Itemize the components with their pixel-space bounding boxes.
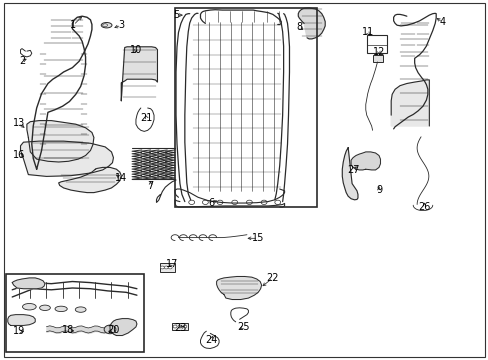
- Ellipse shape: [75, 307, 86, 312]
- Ellipse shape: [101, 22, 112, 28]
- Bar: [160, 263, 175, 272]
- Polygon shape: [121, 47, 157, 101]
- Text: 11: 11: [361, 27, 373, 37]
- Circle shape: [173, 325, 177, 328]
- Text: 23: 23: [174, 323, 187, 333]
- Circle shape: [183, 325, 186, 328]
- Bar: [172, 323, 187, 330]
- Text: 13: 13: [12, 118, 25, 128]
- Circle shape: [168, 266, 172, 269]
- Polygon shape: [59, 167, 121, 193]
- Bar: [175, 8, 316, 207]
- Circle shape: [160, 266, 164, 269]
- Text: 3: 3: [118, 20, 124, 30]
- Text: 8: 8: [296, 22, 302, 32]
- Text: 15: 15: [251, 233, 264, 243]
- Text: 20: 20: [107, 325, 120, 336]
- Text: 19: 19: [12, 326, 25, 336]
- Polygon shape: [342, 148, 357, 200]
- Text: 7: 7: [147, 181, 153, 191]
- Text: 14: 14: [115, 173, 127, 183]
- Text: 1: 1: [70, 20, 76, 30]
- Text: 6: 6: [208, 198, 214, 208]
- Text: 10: 10: [129, 45, 142, 55]
- Text: 16: 16: [12, 150, 25, 160]
- Text: 21: 21: [140, 113, 153, 123]
- Circle shape: [178, 325, 182, 328]
- Text: 9: 9: [375, 185, 381, 195]
- Polygon shape: [110, 319, 137, 336]
- Text: 17: 17: [165, 258, 178, 269]
- Polygon shape: [298, 8, 325, 39]
- Text: 25: 25: [237, 322, 249, 332]
- Text: 27: 27: [346, 165, 359, 175]
- Polygon shape: [20, 141, 113, 176]
- Polygon shape: [216, 276, 261, 300]
- Text: 26: 26: [417, 202, 430, 212]
- Circle shape: [104, 325, 116, 334]
- Bar: [366, 35, 386, 53]
- Circle shape: [164, 266, 168, 269]
- Bar: [372, 55, 383, 62]
- Text: 2: 2: [19, 56, 25, 66]
- Polygon shape: [390, 80, 428, 126]
- Text: 22: 22: [266, 273, 279, 283]
- Text: 12: 12: [372, 47, 385, 57]
- Polygon shape: [350, 152, 380, 170]
- Text: 5: 5: [173, 10, 179, 20]
- Text: 18: 18: [62, 325, 75, 336]
- Ellipse shape: [22, 303, 36, 310]
- Ellipse shape: [55, 306, 67, 312]
- Ellipse shape: [40, 305, 50, 310]
- Polygon shape: [8, 315, 35, 325]
- Polygon shape: [12, 278, 45, 289]
- Polygon shape: [27, 121, 94, 162]
- Bar: [6, 274, 143, 352]
- Text: 4: 4: [439, 17, 445, 27]
- Text: 24: 24: [204, 335, 217, 345]
